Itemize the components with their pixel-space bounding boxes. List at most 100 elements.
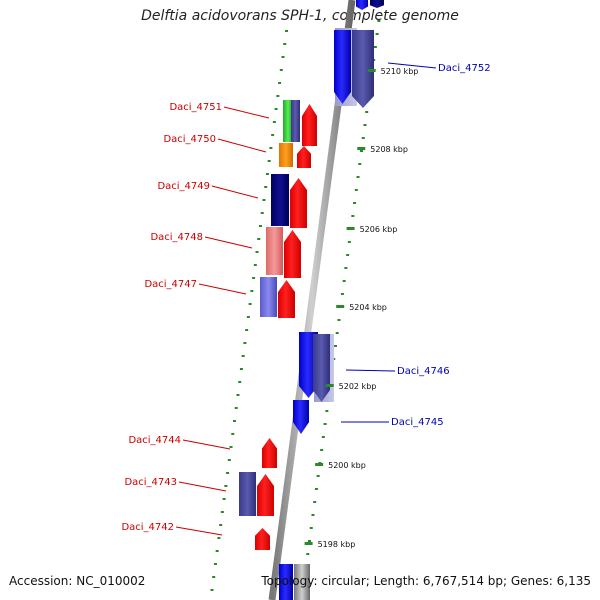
cds-orange-block [279,143,293,167]
track-dot [224,485,228,487]
track-dot [356,176,360,178]
gene-label: Daci_4743 [124,477,177,488]
track-dot [227,459,231,461]
track-dot [271,134,275,136]
track-dot [238,381,242,383]
gene-label: Daci_4750 [163,134,216,145]
track-dot [241,355,245,357]
track-dot [212,576,216,578]
track-dot [226,472,230,474]
cds-lavender-block [260,277,277,317]
gene-label-leader [175,526,223,536]
track-dot [260,212,264,214]
track-dot [234,407,238,409]
track-dot [264,186,268,188]
track-dot [231,433,235,435]
gene-label: Daci_4751 [169,102,222,113]
track-dot [272,121,276,123]
track-dot [340,293,344,295]
cds-red-forward [302,104,317,146]
gene-label: Daci_4748 [150,232,203,243]
track-dot [361,137,365,139]
track-dot [351,215,355,217]
track-dot [278,82,282,84]
track-dot [375,33,379,35]
track-dot [347,241,351,243]
track-dot [334,345,337,347]
track-dot [267,160,271,162]
track-dot [353,202,357,204]
kbp-tick-label: 5210 kbp [381,67,419,76]
gene-label: Daci_4745 [391,417,444,428]
track-dot [365,111,369,113]
track-dot [265,173,269,175]
cds-slate-block [291,100,300,142]
track-dot [342,280,346,282]
track-dot [360,150,363,152]
cds-red-forward [297,146,311,168]
gene-label-leader [204,236,253,249]
cds-navy-reverse [370,0,384,8]
track-dot [220,511,224,513]
cds-blue-reverse [356,0,368,10]
cds-green-block [283,100,293,142]
gene-labels: Daci_4752 Daci_4751 Daci_4750 Daci_4749 Daci… [121,62,491,536]
track-dot [245,329,249,331]
kbp-tick-mark [367,69,376,72]
track-dot [373,46,377,48]
track-dot [219,524,223,526]
cds-red-forward [290,178,307,228]
cds-red-forward [284,230,301,278]
track-dot [306,553,310,555]
track-dot [276,95,280,97]
cds-blue-block [279,564,293,600]
cds-features [239,0,384,600]
kbp-ticks: 5210 kbp 5208 kbp 5206 kbp 5204 kbp 5202 kbp… [304,67,419,549]
kbp-tick-mark [357,147,366,150]
track-dot [279,69,283,71]
track-dot [313,501,317,503]
cds-red-forward [255,528,270,550]
gene-label: Daci_4747 [144,279,197,290]
track-dot [236,394,240,396]
track-dot [269,147,273,149]
track-dot [222,498,226,500]
track-dot [257,238,261,240]
track-dot [274,108,278,110]
track-dot [358,163,362,165]
track-dot [246,316,250,318]
gene-label-leader [345,369,396,372]
gene-label-leader [182,439,231,450]
gene-label-leader [387,62,437,69]
track-dot [354,189,358,191]
track-dot [252,277,256,279]
track-dot [308,540,311,542]
track-dot [311,514,315,516]
track-dot [239,368,243,370]
track-dot [323,423,327,425]
kbp-tick-label: 5198 kbp [318,540,356,549]
accession-text: Accession: NC_010002 [9,574,146,588]
gene-label-leader [211,185,259,199]
track-dot [213,563,217,565]
track-dot [259,225,262,227]
kbp-tick-label: 5206 kbp [360,225,398,234]
track-dot [217,537,221,539]
kbp-tick-mark [325,384,334,387]
cds-blue-reverse [334,30,351,104]
genome-summary-text: Topology: circular; Length: 6,767,514 bp… [261,574,591,588]
track-dot [281,56,285,58]
kbp-tick-label: 5202 kbp [339,382,377,391]
track-dot [215,550,219,552]
track-dot [346,254,350,256]
track-dot [309,527,313,529]
cds-red-forward [262,438,277,468]
track-dot [316,475,320,477]
cds-slate-block [239,472,256,516]
gene-label-leader [217,138,267,153]
track-dot [283,43,287,45]
gene-label: Daci_4746 [397,366,450,377]
cds-red-forward [257,474,274,516]
